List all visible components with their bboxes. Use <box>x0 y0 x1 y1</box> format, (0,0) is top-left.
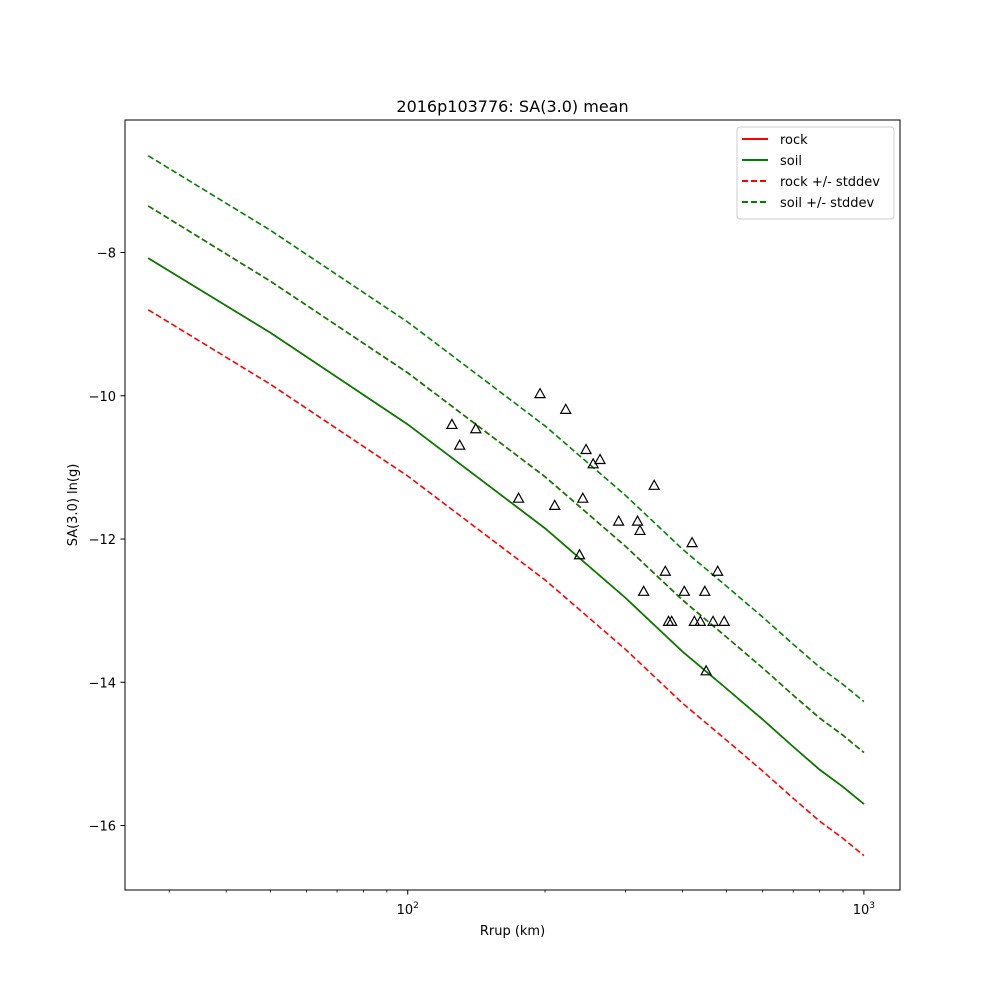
observation-marker <box>659 565 672 576</box>
observation-marker <box>631 514 644 526</box>
observation-marker <box>573 548 586 560</box>
observation-marker <box>534 387 547 399</box>
x-axis-label: Rrup (km) <box>480 924 545 939</box>
y-axis: −8 −10 −12 −14 −16 <box>89 247 125 835</box>
legend-label-rock-stddev: rock +/- stddev <box>780 175 880 190</box>
series-line-rock <box>147 257 865 805</box>
legend-box <box>736 126 895 220</box>
observation-marker <box>512 491 525 503</box>
observation-marker <box>469 422 482 434</box>
observation-marker <box>453 438 466 450</box>
observation-marker <box>698 585 711 596</box>
plot-frame <box>124 119 901 891</box>
y-tick-label: −8 <box>97 247 116 262</box>
y-tick-label: −10 <box>89 390 116 405</box>
observation-marker <box>711 565 724 576</box>
series-line-soil-stddev <box>147 155 865 703</box>
observation-marker <box>688 615 701 626</box>
legend-label-soil: soil <box>780 154 802 169</box>
observation-marker <box>707 615 720 626</box>
observation-marker <box>665 615 678 626</box>
legend-label-soil-stddev: soil +/- stddev <box>780 196 875 211</box>
observation-marker <box>633 524 647 536</box>
legend: rock soil rock +/- stddev soil +/- stddev <box>736 126 895 220</box>
y-tick-label: −14 <box>89 676 116 691</box>
observation-marker <box>648 479 661 490</box>
x-tick-label: 102 <box>397 901 419 918</box>
observation-marker <box>594 453 607 465</box>
series-line-band-6 <box>147 257 865 805</box>
x-axis: 102 103 <box>168 890 875 918</box>
observation-marker <box>548 499 561 510</box>
observation-marker <box>686 536 699 548</box>
observation-marker <box>718 615 731 626</box>
observation-marker <box>445 418 458 430</box>
observation-marker <box>580 443 593 455</box>
observation-markers <box>445 387 731 676</box>
observation-marker <box>700 664 713 676</box>
observation-marker <box>576 491 589 503</box>
y-tick-label: −12 <box>89 533 116 548</box>
series-line-rock-stddev <box>147 205 865 754</box>
y-tick-label: −16 <box>89 820 116 835</box>
series-line-band-3 <box>147 309 865 857</box>
chart-title: 2016p103776: SA(3.0) mean <box>396 97 628 116</box>
observation-marker <box>678 585 691 596</box>
observation-marker <box>694 615 707 626</box>
series-line-band-5 <box>147 205 865 754</box>
observation-marker <box>559 403 572 414</box>
legend-label-rock: rock <box>780 133 808 148</box>
series-lines <box>147 155 865 857</box>
x-tick-label: 103 <box>853 901 875 918</box>
series-line-soil <box>147 257 865 805</box>
observation-marker <box>612 514 625 526</box>
y-axis-label: SA(3.0) ln(g) <box>66 464 81 547</box>
observation-marker <box>637 585 650 596</box>
